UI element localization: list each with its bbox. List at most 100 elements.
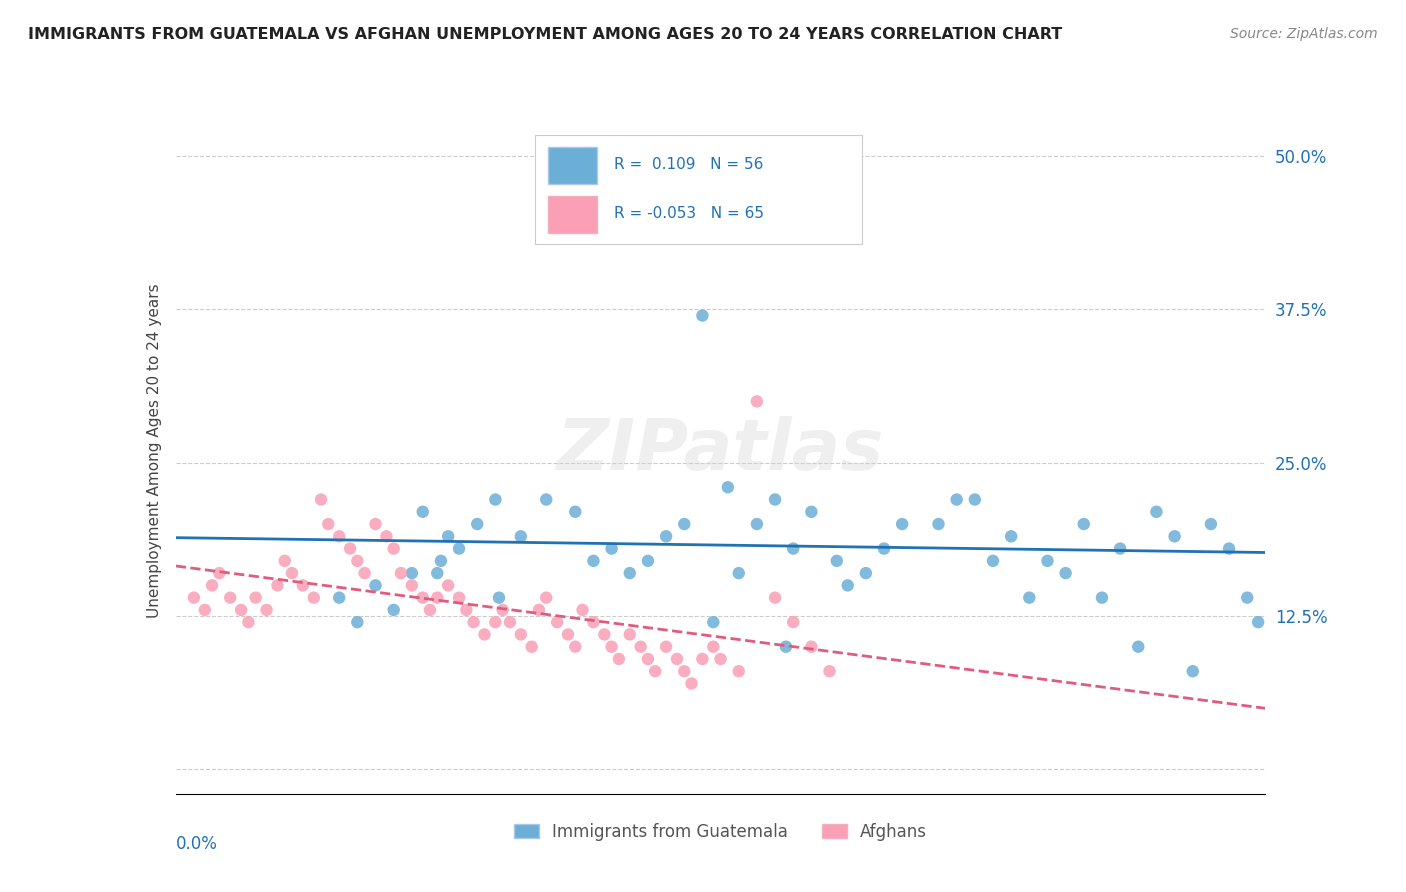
Point bbox=[692, 652, 714, 666]
Point bbox=[593, 627, 616, 641]
Point bbox=[456, 603, 478, 617]
Point bbox=[291, 578, 314, 592]
Point bbox=[600, 541, 623, 556]
Point bbox=[1073, 517, 1095, 532]
Point bbox=[775, 640, 797, 654]
Point bbox=[437, 529, 460, 543]
Point bbox=[412, 505, 434, 519]
Point bbox=[238, 615, 260, 630]
Point bbox=[492, 603, 515, 617]
Point bbox=[328, 591, 350, 605]
Point bbox=[1218, 541, 1240, 556]
Point bbox=[499, 615, 522, 630]
Point bbox=[1128, 640, 1150, 654]
Point bbox=[534, 591, 557, 605]
Text: IMMIGRANTS FROM GUATEMALA VS AFGHAN UNEMPLOYMENT AMONG AGES 20 TO 24 YEARS CORRE: IMMIGRANTS FROM GUATEMALA VS AFGHAN UNEM… bbox=[28, 27, 1063, 42]
Point bbox=[763, 492, 786, 507]
Point bbox=[183, 591, 205, 605]
Point bbox=[745, 394, 768, 409]
Point bbox=[811, 173, 834, 188]
Y-axis label: Unemployment Among Ages 20 to 24 years: Unemployment Among Ages 20 to 24 years bbox=[146, 283, 162, 618]
Text: ZIPatlas: ZIPatlas bbox=[557, 416, 884, 485]
Point bbox=[1109, 541, 1132, 556]
Point bbox=[412, 591, 434, 605]
Point bbox=[825, 554, 848, 568]
Point bbox=[353, 566, 375, 581]
Point bbox=[637, 652, 659, 666]
Point bbox=[245, 591, 267, 605]
Point bbox=[1146, 505, 1168, 519]
Point bbox=[430, 554, 453, 568]
Point bbox=[673, 664, 696, 679]
Point bbox=[1018, 591, 1040, 605]
Point bbox=[509, 529, 531, 543]
Point bbox=[465, 517, 488, 532]
Text: Source: ZipAtlas.com: Source: ZipAtlas.com bbox=[1230, 27, 1378, 41]
Point bbox=[474, 627, 496, 641]
Point bbox=[339, 541, 361, 556]
Point bbox=[382, 541, 405, 556]
Point bbox=[201, 578, 224, 592]
Point bbox=[1236, 591, 1258, 605]
Point bbox=[1036, 554, 1059, 568]
Point bbox=[637, 554, 659, 568]
Point bbox=[800, 640, 823, 654]
Point bbox=[1247, 615, 1270, 630]
Point bbox=[256, 603, 278, 617]
Point bbox=[219, 591, 242, 605]
Point bbox=[401, 566, 423, 581]
Point bbox=[231, 603, 253, 617]
Point bbox=[1181, 664, 1204, 679]
Point bbox=[673, 517, 696, 532]
Point bbox=[782, 541, 804, 556]
Point bbox=[557, 627, 579, 641]
Point bbox=[564, 640, 586, 654]
Point bbox=[644, 664, 666, 679]
Point bbox=[194, 603, 217, 617]
Point bbox=[520, 640, 543, 654]
Point bbox=[564, 505, 586, 519]
Point bbox=[727, 664, 749, 679]
Text: 0.0%: 0.0% bbox=[176, 835, 218, 853]
Point bbox=[981, 554, 1004, 568]
Point bbox=[702, 640, 724, 654]
Point bbox=[389, 566, 412, 581]
Point bbox=[1000, 529, 1022, 543]
Point bbox=[717, 480, 740, 494]
Point bbox=[318, 517, 340, 532]
Point bbox=[571, 603, 593, 617]
Legend: Immigrants from Guatemala, Afghans: Immigrants from Guatemala, Afghans bbox=[508, 816, 934, 847]
Point bbox=[619, 627, 641, 641]
Point bbox=[509, 627, 531, 641]
Point bbox=[1091, 591, 1114, 605]
Point bbox=[963, 492, 986, 507]
Point bbox=[437, 578, 460, 592]
Point bbox=[800, 505, 823, 519]
Point bbox=[401, 578, 423, 592]
Point bbox=[484, 492, 506, 507]
Point bbox=[463, 615, 485, 630]
Point bbox=[710, 652, 733, 666]
Point bbox=[873, 541, 896, 556]
Point bbox=[692, 309, 714, 323]
Point bbox=[426, 591, 449, 605]
Point bbox=[346, 554, 368, 568]
Point bbox=[763, 591, 786, 605]
Point bbox=[1054, 566, 1077, 581]
Point bbox=[534, 492, 557, 507]
Point bbox=[375, 529, 398, 543]
Point bbox=[928, 517, 950, 532]
Point bbox=[364, 517, 387, 532]
Point bbox=[527, 603, 550, 617]
Point bbox=[745, 517, 768, 532]
Point bbox=[666, 652, 689, 666]
Point bbox=[346, 615, 368, 630]
Point bbox=[855, 566, 877, 581]
Point bbox=[447, 541, 470, 556]
Point bbox=[208, 566, 231, 581]
Point bbox=[582, 554, 605, 568]
Point bbox=[266, 578, 288, 592]
Point bbox=[1163, 529, 1185, 543]
Point bbox=[582, 615, 605, 630]
Point bbox=[600, 640, 623, 654]
